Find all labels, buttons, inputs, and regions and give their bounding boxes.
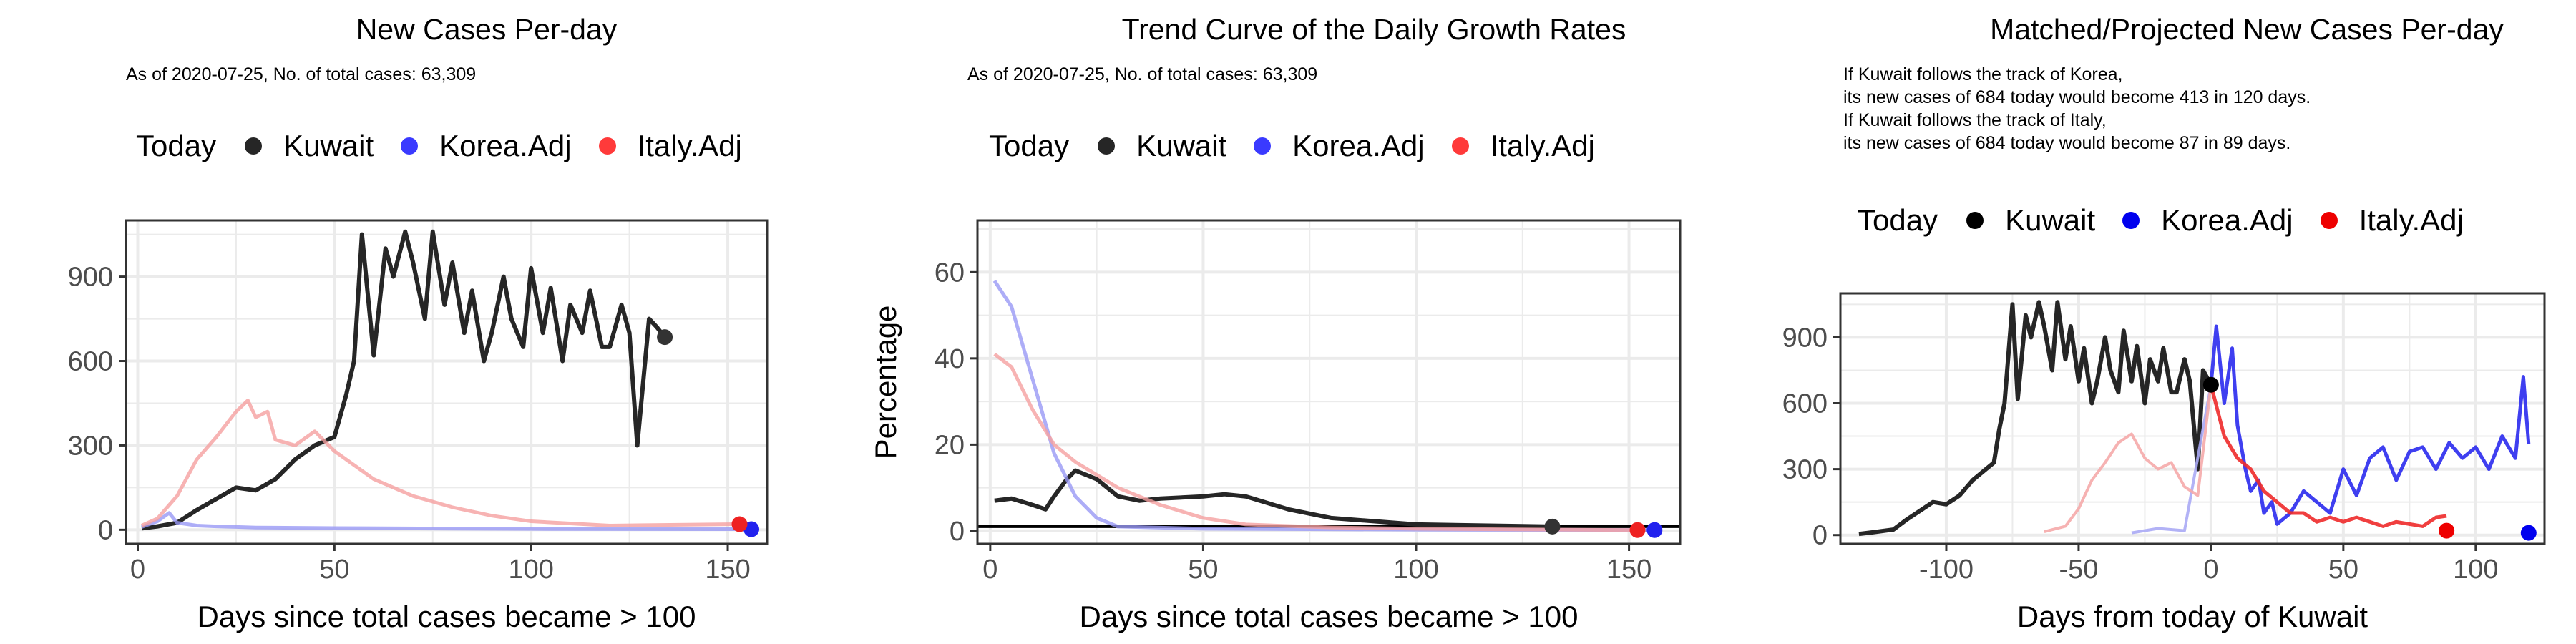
today-point-kuwait xyxy=(657,329,673,346)
legend-item-kuwait: Kuwait xyxy=(1966,203,2095,238)
y-tick-label: 60 xyxy=(935,258,965,288)
gridlines xyxy=(126,220,767,544)
panel-new-cases: New Cases Per-day As of 2020-07-25, No. … xyxy=(0,0,859,644)
series-line-italy-adj xyxy=(140,399,740,527)
x-tick-label: -100 xyxy=(1919,555,1974,585)
x-tick-label: 150 xyxy=(705,555,750,585)
today-point-italy-adj xyxy=(1629,522,1646,538)
series-line-kuwait xyxy=(141,229,667,531)
today-point-korea-adj xyxy=(1646,522,1663,538)
plot-border xyxy=(125,219,769,545)
x-tick-label: 100 xyxy=(2453,555,2498,585)
legend-item-korea: Korea.Adj xyxy=(401,129,572,163)
y-tick-label: 600 xyxy=(68,347,113,377)
y-tick-label: 0 xyxy=(1813,521,1828,551)
series-line-korea-adj xyxy=(141,511,752,532)
panel-projected: Matched/Projected New Cases Per-day If K… xyxy=(1717,0,2576,644)
y-tick-label: 20 xyxy=(935,430,965,460)
series-line-kuwait xyxy=(1858,300,2213,537)
legend: Today Kuwait Korea.Adj Italy.Adj xyxy=(989,129,1622,163)
plot-area: 0 50 100 150 0 20 40 60 Days since total cases b… xyxy=(869,219,1682,633)
series-line-korea-adj xyxy=(992,279,1655,532)
legend-title: Today xyxy=(989,129,1070,162)
today-point-italy-adj xyxy=(2439,522,2455,539)
plot-area: 0 50 100 150 0 300 600 900 Days since total case… xyxy=(68,219,769,633)
x-axis-label: Days since total cases became > 100 xyxy=(197,600,696,633)
legend-title: Today xyxy=(136,129,217,162)
today-point-kuwait xyxy=(1544,518,1561,535)
series-line-korea-adj-projected xyxy=(2209,324,2531,526)
panel-growth-rates: Trend Curve of the Daily Growth Rates As… xyxy=(859,0,1717,644)
x-tick-label: 50 xyxy=(1188,555,1218,585)
y-tick-label: 900 xyxy=(68,263,113,293)
legend-title: Today xyxy=(1858,203,1938,237)
legend-item-italy: Italy.Adj xyxy=(598,129,742,163)
x-tick-label: -50 xyxy=(2059,555,2098,585)
x-axis-label: Days since total cases became > 100 xyxy=(1080,600,1579,633)
x-tick-label: 100 xyxy=(1393,555,1438,585)
legend-item-italy: Italy.Adj xyxy=(2320,203,2464,238)
x-tick-label: 0 xyxy=(982,555,997,585)
chart-title: Trend Curve of the Daily Growth Rates xyxy=(1121,13,1626,46)
today-point-kuwait xyxy=(2202,376,2219,393)
chart-title: New Cases Per-day xyxy=(356,13,618,46)
today-point-korea-adj xyxy=(743,521,760,537)
series-line-italy-adj-projected xyxy=(2209,384,2447,528)
legend-item-kuwait: Kuwait xyxy=(245,129,374,163)
legend-item-kuwait: Kuwait xyxy=(1098,129,1226,163)
y-tick-label: 300 xyxy=(68,431,113,461)
x-tick-label: 100 xyxy=(508,555,553,585)
x-tick-label: 0 xyxy=(130,555,145,585)
y-tick-label: 0 xyxy=(98,515,113,545)
y-tick-label: 900 xyxy=(1782,323,1828,353)
legend-item-korea: Korea.Adj xyxy=(2122,203,2293,238)
legend-item-korea: Korea.Adj xyxy=(1254,129,1425,163)
plot-area: -100 -50 0 50 100 0 300 600 900 Days from today o… xyxy=(1782,292,2546,633)
legend: Today Kuwait Korea.Adj Italy.Adj xyxy=(136,129,769,163)
today-point-korea-adj xyxy=(2520,525,2537,541)
x-tick-label: 150 xyxy=(1606,555,1652,585)
chart-title: Matched/Projected New Cases Per-day xyxy=(1990,13,2504,46)
x-tick-label: 50 xyxy=(2328,555,2358,585)
gridlines xyxy=(977,220,1680,544)
today-point-italy-adj xyxy=(731,516,748,532)
legend-item-italy: Italy.Adj xyxy=(1451,129,1595,163)
legend: Today Kuwait Korea.Adj Italy.Adj xyxy=(1858,203,2491,238)
series-line-italy-adj xyxy=(993,352,1638,532)
y-tick-label: 300 xyxy=(1782,455,1828,485)
x-tick-label: 50 xyxy=(319,555,349,585)
series-line-italy-adj-past xyxy=(2044,384,2212,534)
chart-subtitle: If Kuwait follows the track of Korea, it… xyxy=(1843,64,2311,153)
series-line-kuwait xyxy=(994,468,1553,529)
plot-border xyxy=(976,219,1682,545)
series-line-korea-adj-past xyxy=(2131,384,2212,535)
y-axis-label: Percentage xyxy=(869,306,902,459)
y-tick-label: 0 xyxy=(950,517,965,547)
chart-subtitle: As of 2020-07-25, No. of total cases: 63… xyxy=(967,64,1318,84)
y-tick-label: 40 xyxy=(935,344,965,374)
plot-border xyxy=(1839,292,2546,545)
x-tick-label: 0 xyxy=(2203,555,2218,585)
x-axis-label: Days from today of Kuwait xyxy=(2017,600,2368,633)
y-tick-label: 600 xyxy=(1782,389,1828,419)
chart-subtitle: As of 2020-07-25, No. of total cases: 63… xyxy=(126,64,477,84)
